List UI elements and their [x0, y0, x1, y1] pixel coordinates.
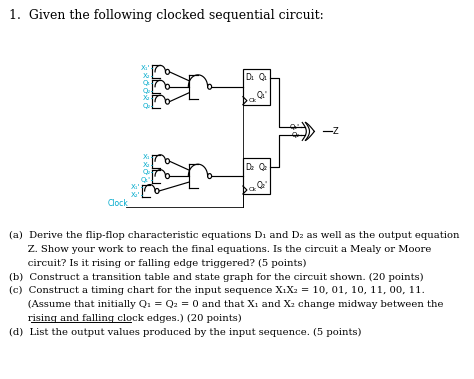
Text: Q₁: Q₁	[143, 80, 151, 86]
Text: Q₁: Q₁	[259, 73, 268, 82]
Text: X₁': X₁'	[131, 184, 140, 190]
Bar	[243, 158, 270, 194]
Text: (Assume that initially Q₁ = Q₂ = 0 and that X₁ and X₂ change midway between the: (Assume that initially Q₁ = Q₂ = 0 and t…	[9, 300, 444, 309]
Text: Q₁': Q₁'	[290, 124, 300, 130]
Text: Q₁': Q₁'	[257, 91, 268, 100]
Text: X₁: X₁	[143, 154, 151, 160]
Text: (c)  Construct a timing chart for the input sequence X₁X₂ = 10, 01, 10, 11, 00, : (c) Construct a timing chart for the inp…	[9, 286, 425, 295]
Text: Q₂': Q₂'	[256, 180, 268, 190]
Text: D₁: D₁	[246, 73, 254, 82]
Text: circuit? Is it rising or falling edge triggered? (5 points): circuit? Is it rising or falling edge tr…	[9, 258, 307, 268]
Text: Q₂: Q₂	[259, 163, 268, 172]
Text: X₂': X₂'	[131, 192, 140, 198]
Text: Q₂: Q₂	[142, 88, 151, 94]
Text: 1.  Given the following clocked sequential circuit:: 1. Given the following clocked sequentia…	[9, 9, 324, 22]
Text: (d)  List the output values produced by the input sequence. (5 points): (d) List the output values produced by t…	[9, 328, 362, 337]
Bar	[243, 69, 270, 105]
Text: Z: Z	[333, 127, 338, 136]
Text: Q₂: Q₂	[292, 132, 300, 138]
Text: Ck: Ck	[248, 98, 256, 103]
Text: Ck: Ck	[248, 188, 256, 193]
Text: (b)  Construct a transition table and state graph for the circuit shown. (20 poi: (b) Construct a transition table and sta…	[9, 273, 424, 282]
Text: (a)  Derive the flip-flop characteristic equations D₁ and D₂ as well as the outp: (a) Derive the flip-flop characteristic …	[9, 231, 460, 240]
Text: rising and falling clock edges.) (20 points): rising and falling clock edges.) (20 poi…	[9, 314, 242, 323]
Text: Q₁': Q₁'	[141, 177, 151, 183]
Text: X₂: X₂	[143, 95, 151, 101]
Text: X₂: X₂	[143, 73, 151, 79]
Text: Q₂: Q₂	[142, 103, 151, 109]
Text: X₂: X₂	[143, 162, 151, 168]
Text: Z. Show your work to reach the final equations. Is the circuit a Mealy or Moore: Z. Show your work to reach the final equ…	[9, 244, 432, 254]
Text: Clock: Clock	[108, 199, 129, 208]
Text: D₂: D₂	[246, 163, 255, 172]
Text: X₁': X₁'	[141, 65, 151, 71]
Text: Q₂: Q₂	[142, 169, 151, 175]
